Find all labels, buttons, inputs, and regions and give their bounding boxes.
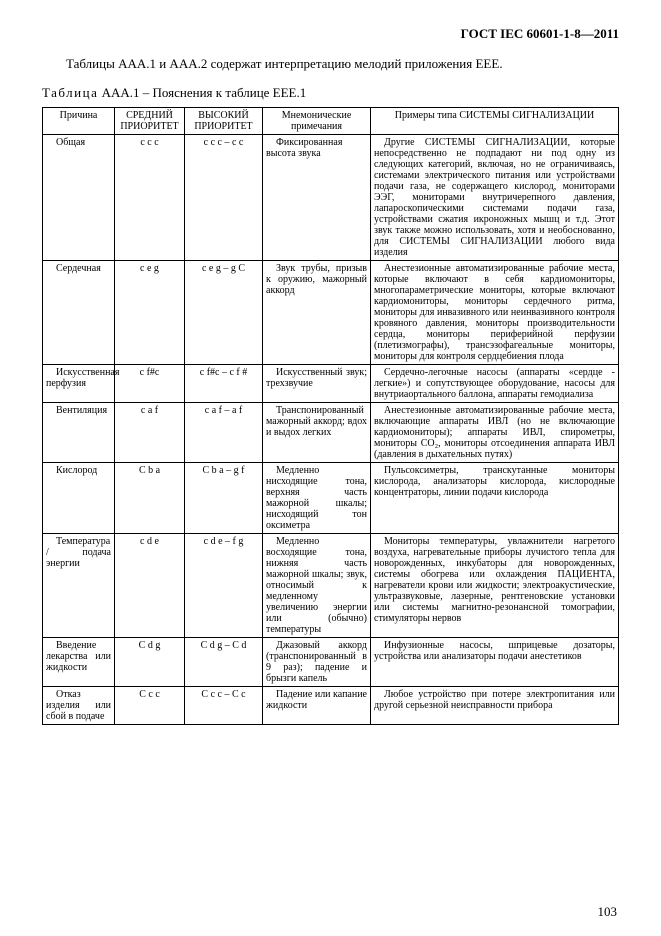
mnemonic-cell: Медленно восходящие тона, нижняя часть м… xyxy=(263,534,371,638)
table-row: Общаяc c cc c c – c cФиксированная высот… xyxy=(43,135,619,261)
medium-priority-cell: c c c xyxy=(115,135,185,261)
example-cell: Сердечно-легочные насосы (аппараты «серд… xyxy=(371,365,619,403)
high-priority-cell: C d g – C d xyxy=(185,638,263,687)
th-medium: СРЕДНИЙ ПРИОРИТЕТ xyxy=(115,108,185,135)
table-row: Сердечнаяc e gc e g – g CЗвук трубы, при… xyxy=(43,261,619,365)
mnemonic-cell: Джазовый аккорд (транспонированный в 9 р… xyxy=(263,638,371,687)
high-priority-cell: c e g – g C xyxy=(185,261,263,365)
high-priority-cell: c f#c – c f # xyxy=(185,365,263,403)
table-row: Искусственная перфузияc f#cc f#c – c f #… xyxy=(43,365,619,403)
medium-priority-cell: c e g xyxy=(115,261,185,365)
mnemonic-cell: Искусственный звук; трехзвучие xyxy=(263,365,371,403)
table-header-row: Причина СРЕДНИЙ ПРИОРИТЕТ ВЫСОКИЙ ПРИОРИ… xyxy=(43,108,619,135)
doc-id: ГОСТ IEC 60601-1-8—2011 xyxy=(42,26,619,42)
table-row: Введение лекарства или жидкостиC d gC d … xyxy=(43,638,619,687)
table-caption: Таблица AAA.1 – Пояснения к таблице EEE.… xyxy=(42,85,619,101)
cause-cell: Общая xyxy=(43,135,115,261)
th-high: ВЫСОКИЙ ПРИОРИТЕТ xyxy=(185,108,263,135)
medium-priority-cell: c a f xyxy=(115,403,185,463)
mnemonic-cell: Звук трубы, призыв к оружию, мажорный ак… xyxy=(263,261,371,365)
table-row: Отказ изделия или сбой в подачеC c cC c … xyxy=(43,687,619,725)
th-mnemo: Мнемонические примечания xyxy=(263,108,371,135)
mnemonic-cell: Транспонированный мажорный аккорд; вдох … xyxy=(263,403,371,463)
medium-priority-cell: c f#c xyxy=(115,365,185,403)
mnemonic-cell: Медленно нисходящие тона, верхняя часть … xyxy=(263,463,371,534)
cause-cell: Кислород xyxy=(43,463,115,534)
example-cell: Пульсоксиметры, транскутанные мониторы к… xyxy=(371,463,619,534)
table-aaa1: Причина СРЕДНИЙ ПРИОРИТЕТ ВЫСОКИЙ ПРИОРИ… xyxy=(42,107,619,725)
example-cell: Другие СИСТЕМЫ СИГНАЛИЗАЦИИ, которые неп… xyxy=(371,135,619,261)
cause-cell: Температура / подача энергии xyxy=(43,534,115,638)
cause-cell: Отказ изделия или сбой в подаче xyxy=(43,687,115,725)
cause-cell: Вентиляция xyxy=(43,403,115,463)
cause-cell: Сердечная xyxy=(43,261,115,365)
medium-priority-cell: C c c xyxy=(115,687,185,725)
example-cell: Анестезионные автоматизированные рабочие… xyxy=(371,403,619,463)
page-number: 103 xyxy=(598,904,618,920)
cause-cell: Искусственная перфузия xyxy=(43,365,115,403)
intro-paragraph: Таблицы AAA.1 и AAA.2 содержат интерпрет… xyxy=(42,56,619,72)
caption-prefix: Таблица xyxy=(42,85,98,100)
mnemonic-cell: Падение или капание жидкости xyxy=(263,687,371,725)
medium-priority-cell: c d e xyxy=(115,534,185,638)
mnemonic-cell: Фиксированная высота звука xyxy=(263,135,371,261)
high-priority-cell: C b a – g f xyxy=(185,463,263,534)
caption-rest: AAA.1 – Пояснения к таблице EEE.1 xyxy=(98,85,306,100)
table-row: Температура / подача энергииc d ec d e –… xyxy=(43,534,619,638)
th-example: Примеры типа СИСТЕМЫ СИГНАЛИЗАЦИИ xyxy=(371,108,619,135)
medium-priority-cell: C d g xyxy=(115,638,185,687)
example-cell: Инфузионные насосы, шприцевые дозаторы, … xyxy=(371,638,619,687)
th-cause: Причина xyxy=(43,108,115,135)
table-row: Вентиляцияc a fc a f – a fТранспонирован… xyxy=(43,403,619,463)
example-cell: Любое устройство при потере электропитан… xyxy=(371,687,619,725)
cause-cell: Введение лекарства или жидкости xyxy=(43,638,115,687)
example-cell: Мониторы температуры, увлажнители нагрет… xyxy=(371,534,619,638)
example-cell: Анестезионные автоматизированные рабочие… xyxy=(371,261,619,365)
medium-priority-cell: C b a xyxy=(115,463,185,534)
high-priority-cell: c a f – a f xyxy=(185,403,263,463)
high-priority-cell: c d e – f g xyxy=(185,534,263,638)
high-priority-cell: C c c – C c xyxy=(185,687,263,725)
table-row: КислородC b aC b a – g fМедленно нисходя… xyxy=(43,463,619,534)
high-priority-cell: c c c – c c xyxy=(185,135,263,261)
